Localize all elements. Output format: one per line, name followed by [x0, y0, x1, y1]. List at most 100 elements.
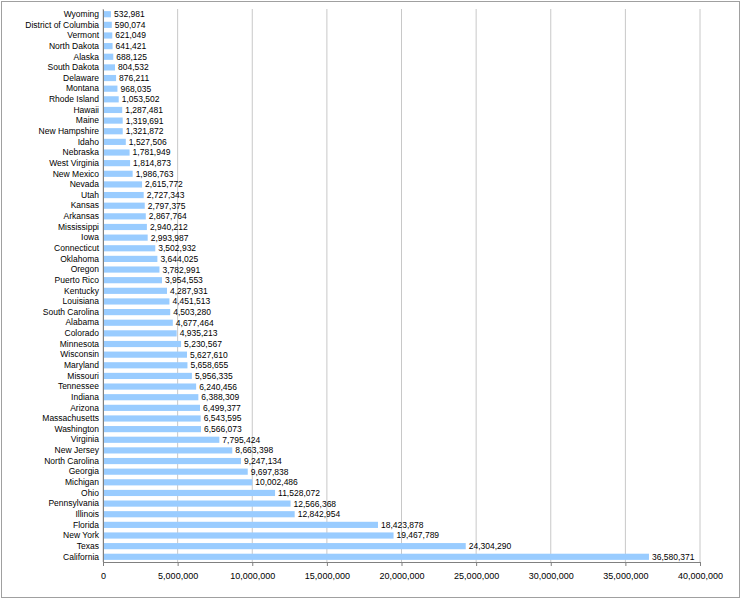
y-tick: Minnesota	[60, 339, 103, 349]
y-tick-label: Oregon	[71, 264, 100, 274]
data-label: 4,935,213	[180, 328, 218, 338]
bar	[103, 362, 187, 368]
data-label: 5,230,567	[184, 339, 222, 349]
bar	[103, 309, 170, 315]
y-tick-label: Mississippi	[58, 222, 99, 232]
x-tick-label: 10,000,000	[230, 571, 275, 581]
data-label: 24,304,290	[469, 541, 512, 551]
y-tick: Maine	[76, 115, 103, 125]
y-tick-label: Michigan	[65, 477, 99, 487]
bar	[103, 266, 159, 272]
y-axis: WyomingDistrict of ColumbiaVermontNorth …	[25, 9, 103, 563]
bar	[103, 447, 232, 453]
bar	[103, 320, 173, 326]
x-tick: 30,000,000	[529, 562, 574, 581]
bar	[103, 32, 112, 38]
y-tick: Alabama	[65, 317, 103, 327]
data-label: 6,499,377	[203, 403, 241, 413]
data-label: 1,781,949	[133, 147, 171, 157]
y-axis-line	[103, 10, 104, 563]
y-tick-label: California	[63, 552, 99, 562]
x-tick-mark	[252, 562, 253, 566]
bar	[103, 203, 145, 209]
data-label: 1,814,873	[133, 158, 171, 168]
data-label: 19,467,789	[397, 530, 440, 540]
bar	[103, 352, 187, 358]
y-tick: Arizona	[70, 403, 103, 413]
y-tick-label: Connecticut	[54, 243, 100, 253]
y-tick-label: Kansas	[71, 200, 99, 210]
y-tick: New Jersey	[55, 445, 103, 455]
y-tick-label: Puerto Rico	[55, 275, 100, 285]
y-tick-label: Minnesota	[60, 339, 99, 349]
bar	[103, 54, 113, 60]
data-label: 4,677,464	[176, 318, 214, 328]
grid-line	[625, 9, 626, 562]
data-label: 590,074	[115, 20, 146, 30]
x-tick-mark	[103, 562, 104, 566]
data-label: 532,981	[114, 9, 145, 19]
y-tick-label: Maine	[76, 115, 99, 125]
y-tick: Idaho	[78, 137, 103, 147]
bars	[103, 11, 649, 560]
y-tick: Missouri	[67, 371, 103, 381]
x-tick-label: 40,000,000	[678, 571, 723, 581]
data-labels: 532,981590,074621,049641,421688,125804,5…	[114, 9, 695, 562]
data-label: 1,527,506	[129, 137, 167, 147]
bar	[103, 43, 113, 49]
bar	[103, 298, 169, 304]
data-label: 2,797,375	[148, 201, 186, 211]
grid-line	[103, 9, 104, 562]
data-label: 11,528,072	[278, 488, 320, 498]
data-label: 1,321,872	[126, 126, 164, 136]
bar	[103, 288, 167, 294]
y-tick: Vermont	[67, 30, 103, 40]
y-tick-label: Colorado	[65, 328, 100, 338]
bar	[103, 171, 133, 177]
data-label: 641,421	[116, 41, 147, 51]
grid-line	[476, 9, 477, 562]
grid-line	[401, 9, 402, 562]
data-label: 1,287,481	[125, 105, 163, 115]
y-tick: Iowa	[81, 232, 103, 242]
y-tick: New York	[63, 530, 103, 540]
bar	[103, 543, 466, 549]
x-tick-label: 20,000,000	[379, 571, 424, 581]
bar	[103, 277, 162, 283]
y-tick: Mississippi	[58, 222, 103, 232]
bar	[103, 405, 200, 411]
y-tick-label: Ohio	[81, 488, 99, 498]
grid-line	[700, 9, 701, 562]
y-tick: Connecticut	[54, 243, 103, 253]
y-tick-label: Wisconsin	[60, 349, 99, 359]
y-tick: Rhode Island	[49, 94, 103, 104]
y-tick-label: North Carolina	[44, 456, 99, 466]
bar	[103, 554, 649, 560]
data-label: 5,956,335	[195, 371, 233, 381]
data-label: 12,842,954	[298, 509, 341, 519]
data-label: 621,049	[115, 30, 146, 40]
x-tick-label: 30,000,000	[529, 571, 574, 581]
data-label: 36,580,371	[652, 552, 695, 562]
y-tick: Indiana	[71, 392, 103, 402]
bar	[103, 458, 241, 464]
data-label: 804,532	[118, 62, 149, 72]
y-tick-label: Massachusetts	[42, 413, 99, 423]
y-tick: Alaska	[73, 51, 103, 61]
y-tick-label: Illinois	[75, 509, 99, 519]
y-tick-label: Oklahoma	[60, 254, 99, 264]
y-tick: Hawaii	[73, 105, 103, 115]
y-tick-label: Florida	[73, 520, 99, 530]
y-tick-label: South Dakota	[47, 62, 99, 72]
y-tick: Pennsylvania	[48, 498, 103, 508]
bar	[103, 181, 142, 187]
bar	[103, 522, 378, 528]
data-label: 10,002,486	[255, 477, 298, 487]
data-label: 1,986,763	[136, 169, 174, 179]
x-tick-label: 0	[101, 571, 106, 581]
data-label: 968,035	[120, 84, 151, 94]
data-label: 4,451,513	[172, 296, 210, 306]
y-tick: North Carolina	[44, 456, 103, 466]
y-tick: Washington	[54, 424, 103, 434]
bar	[103, 373, 192, 379]
